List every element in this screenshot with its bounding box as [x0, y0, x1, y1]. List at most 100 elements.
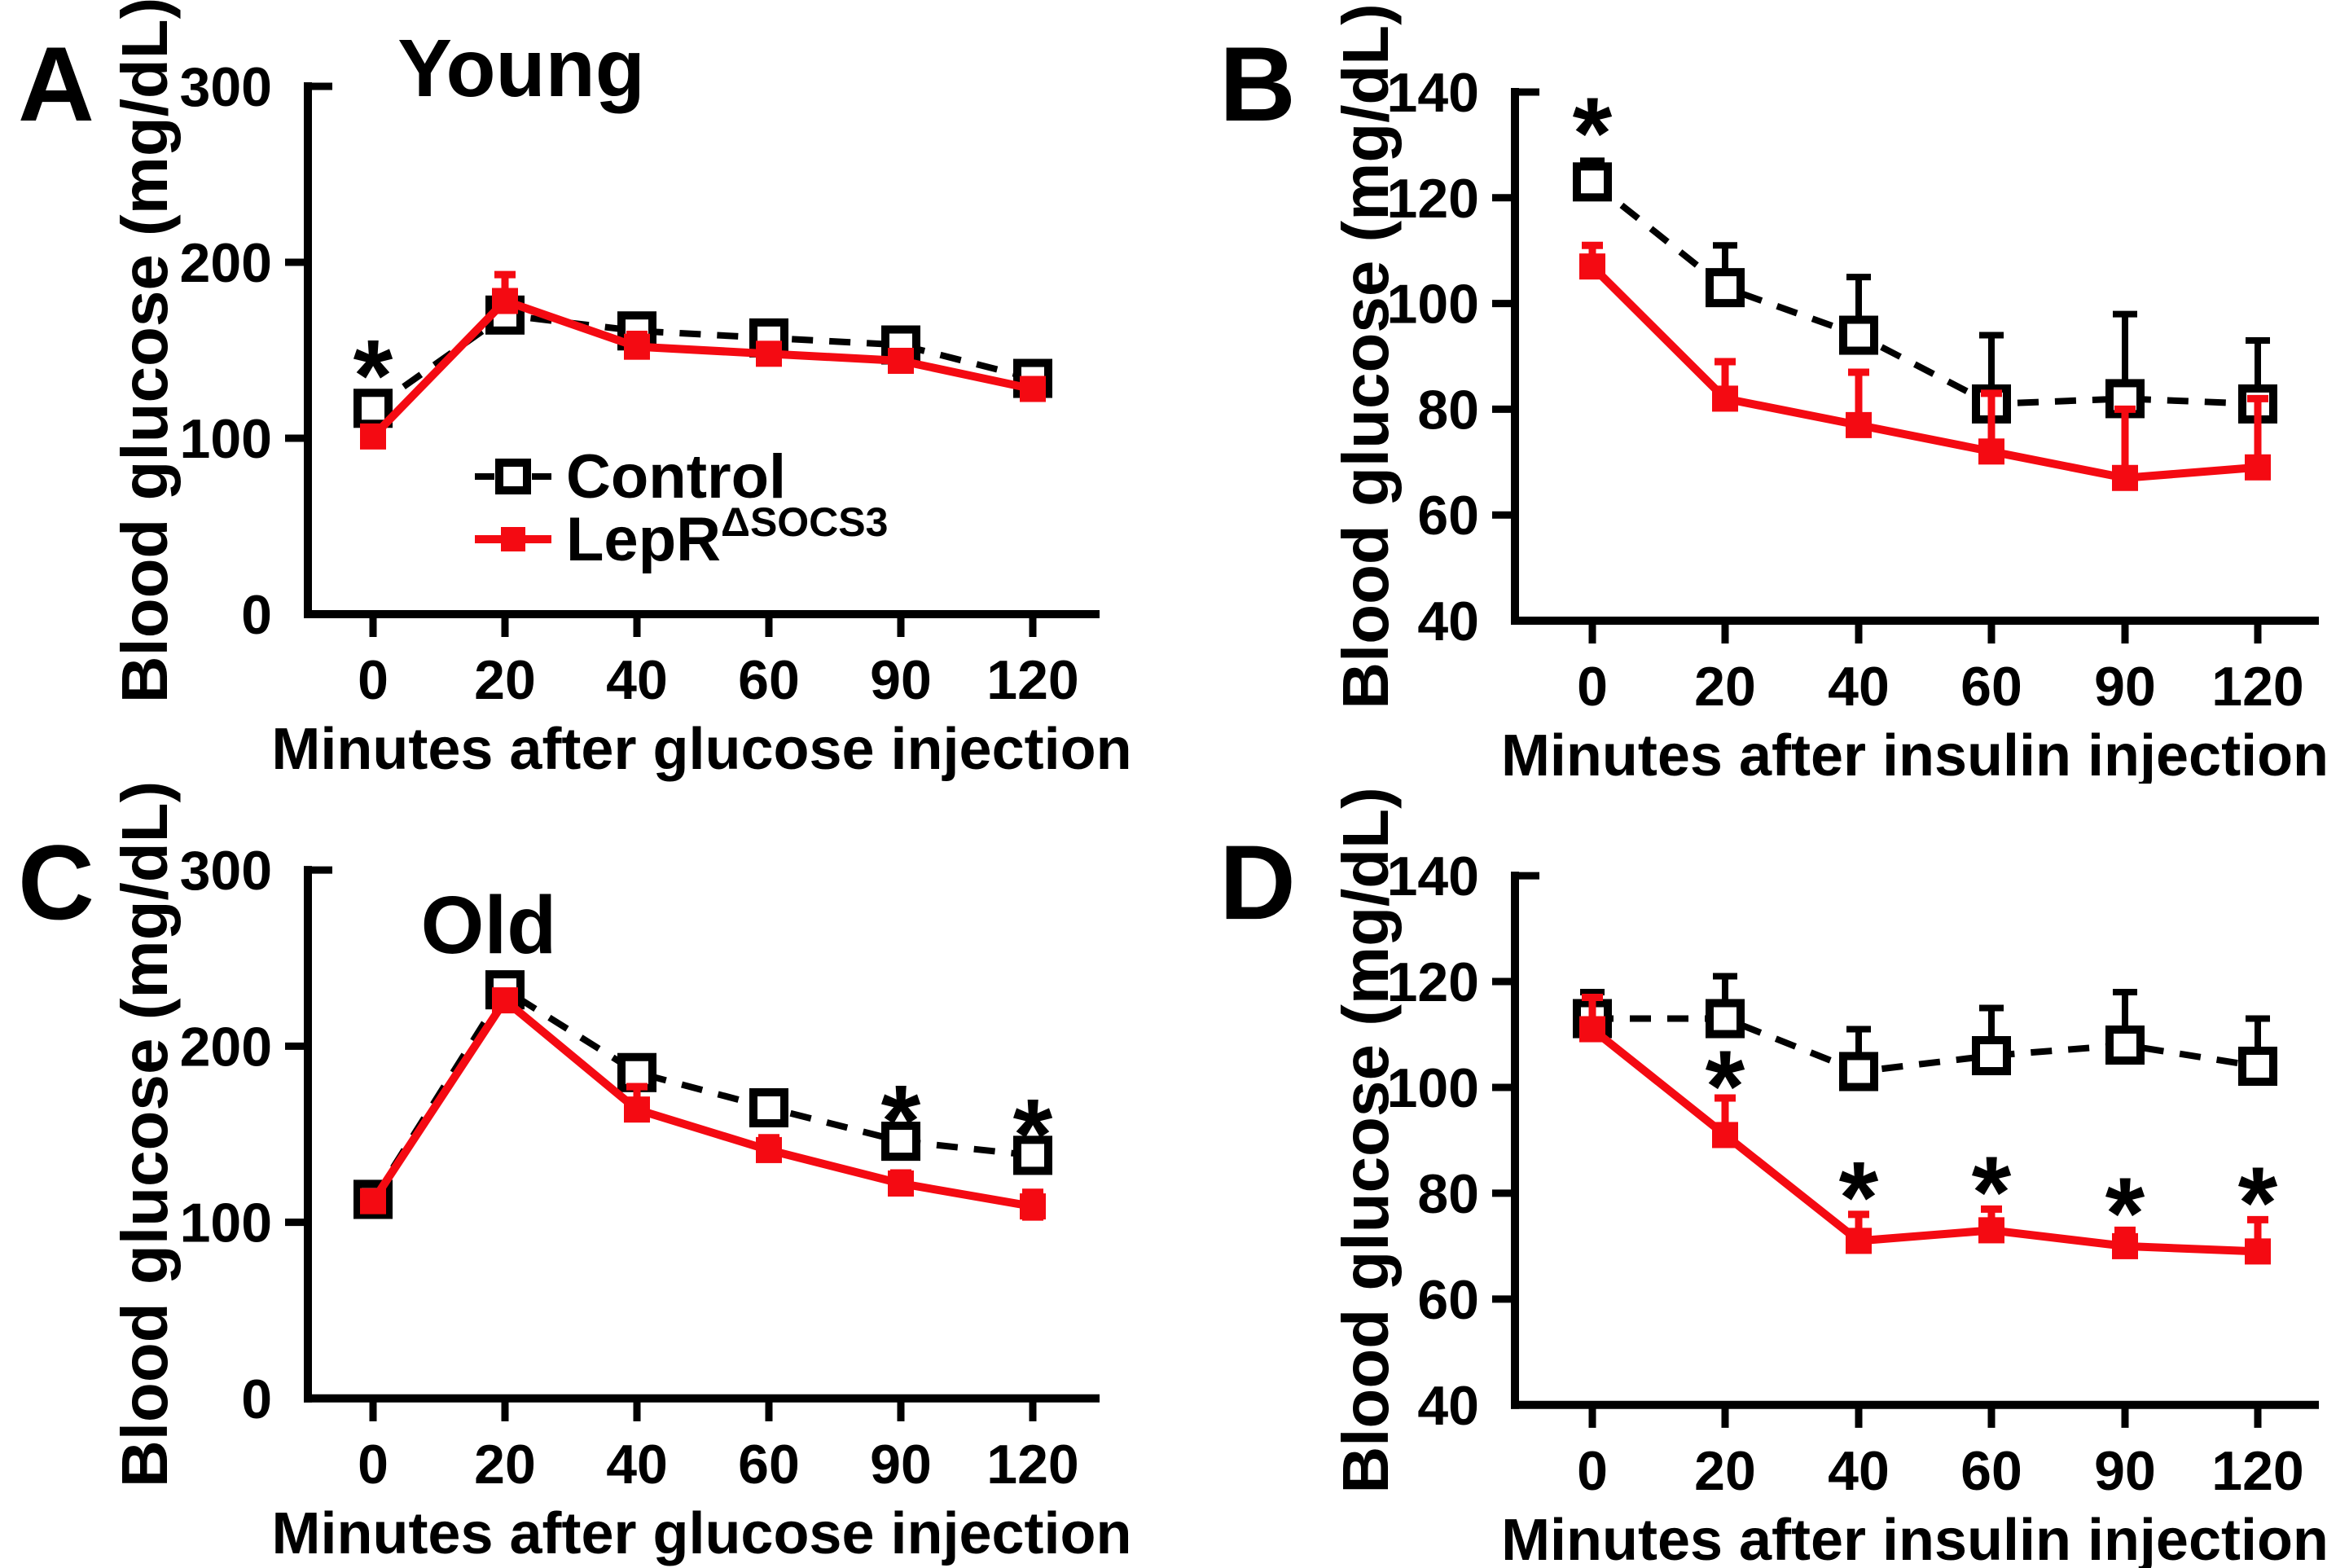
x-tick-label: 0: [1577, 656, 1608, 718]
error-bars-control: [1580, 973, 2270, 1072]
x-tick-label: 60: [1960, 656, 2022, 718]
filled-square-marker: [756, 1136, 782, 1163]
panel-letter: D: [1219, 823, 1296, 942]
series-line-control: [370, 985, 1034, 1201]
significance-marks: * *: [881, 1064, 1053, 1192]
y-tick-label: 200: [180, 1016, 272, 1078]
series-line-lepr: [1589, 263, 2259, 482]
y-tick-label: 100: [1387, 274, 1479, 336]
x-tick-label: 90: [2094, 1440, 2156, 1502]
x-axis-title: Minutes after glucose injection: [271, 717, 1131, 782]
filled-square-marker: [360, 1188, 386, 1214]
filled-square-marker: [1978, 1217, 2004, 1244]
filled-square-marker: [492, 288, 518, 314]
y-tick-label: 60: [1417, 1269, 1479, 1331]
x-tick-label: 40: [606, 649, 668, 711]
open-square-marker: [749, 1087, 788, 1128]
series-control: [1573, 157, 2277, 424]
legend-label-superscript: ΔSOCS3: [721, 499, 888, 545]
markers-control: [353, 970, 1052, 1219]
x-tick-label: 60: [1960, 1440, 2022, 1502]
filled-square-marker: [1712, 385, 1738, 412]
y-tick-label: 100: [1387, 1057, 1479, 1119]
panel-c: 0 100 200 300 0 20 40 60 90 120 Minutes after gluc…: [0, 784, 1174, 1568]
series-control: [1573, 973, 2277, 1091]
legend-label: Control: [566, 442, 786, 512]
y-tick-labels: 40 60 80 100 120 140: [1387, 62, 1479, 652]
series-control: [353, 970, 1052, 1219]
legend-item-lepr: LepRΔSOCS3: [475, 499, 888, 574]
filled-square-marker: [2112, 1232, 2138, 1259]
y-tick-label: 60: [1417, 485, 1479, 547]
x-tick-labels: 0 20 40 60 90 120: [358, 1434, 1079, 1496]
y-tick-labels: 0 100 200 300: [180, 56, 272, 646]
y-tick-label: 80: [1417, 1163, 1479, 1225]
series-line-control: [1590, 179, 2259, 407]
y-axis-title: Blood glucose (mg/dL): [1329, 3, 1402, 709]
filled-square-marker: [1978, 438, 2004, 465]
markers-lepr: [1579, 253, 2271, 491]
y-tick-label: 140: [1387, 62, 1479, 124]
x-tick-label: 0: [358, 649, 389, 711]
y-axis-title: Blood glucose (mg/dL): [1329, 787, 1402, 1493]
significance-marks: * * * * *: [1706, 1030, 2278, 1271]
filled-square-marker: [2245, 454, 2271, 481]
open-square-marker: [1013, 1135, 1052, 1175]
markers-lepr: [360, 987, 1046, 1220]
x-tick-label: 0: [358, 1434, 389, 1496]
significance-asterisk: *: [1839, 1140, 1879, 1254]
series-line-lepr: [1589, 1026, 2259, 1256]
filled-square-marker: [1020, 1193, 1046, 1220]
y-tick-label: 80: [1417, 379, 1479, 441]
significance-marks: *: [353, 319, 393, 433]
tick-marks: [285, 866, 1037, 1421]
x-tick-label: 60: [738, 649, 800, 711]
tick-marks: [285, 82, 1037, 637]
filled-square-marker: [1712, 1122, 1738, 1149]
y-tick-label: 300: [180, 56, 272, 118]
series-line-lepr: [369, 994, 1034, 1211]
series-lepr: [1579, 241, 2271, 491]
panel-title: Young: [397, 23, 645, 114]
y-axis-title: Blood glucose (mg/dL): [108, 784, 181, 1487]
y-tick-label: 200: [180, 232, 272, 294]
panel-b: 40 60 80 100 120 140 0 20 40 60 90 120 Minutes after…: [1174, 0, 2349, 784]
x-tick-label: 120: [986, 1434, 1078, 1496]
x-tick-label: 20: [1694, 1440, 1756, 1502]
filled-square-marker: [1846, 411, 1872, 438]
filled-square-marker: [360, 423, 386, 450]
significance-marks: *: [1573, 77, 1613, 191]
markers-control: [353, 295, 1052, 428]
x-axis-title: Minutes after insulin injection: [1501, 723, 2329, 784]
axes: [304, 82, 1100, 618]
y-axis-title: Blood glucose (mg/dL): [108, 0, 181, 703]
y-tick-labels: 40 60 80 100 120 140: [1387, 845, 1479, 1437]
panel-title: Old: [421, 880, 557, 971]
x-tick-label: 0: [1577, 1440, 1608, 1502]
significance-asterisk: *: [2238, 1146, 2278, 1260]
panel-a: 0 100 200 300 0 20 40 60 90 120 Minutes after gluc…: [0, 0, 1174, 784]
filled-square-marker: [2245, 1238, 2271, 1265]
error-bars-lepr: [1582, 994, 2268, 1252]
x-tick-label: 120: [986, 649, 1078, 711]
significance-asterisk: *: [881, 1064, 921, 1178]
open-square-marker: [1839, 315, 1878, 355]
x-axis-title: Minutes after glucose injection: [272, 1501, 1132, 1566]
axes: [1511, 88, 2319, 625]
series-lepr: [1579, 994, 2271, 1265]
x-tick-labels: 0 20 40 60 90 120: [1577, 1440, 2304, 1502]
error-bars-control: [493, 974, 1045, 1156]
open-square-marker: [1972, 1035, 2011, 1076]
filled-square-marker: [2112, 464, 2138, 491]
panel-d: 40 60 80 100 120 140 0 20 40 60 90 120 Minutes after…: [1174, 784, 2349, 1568]
filled-square-marker: [1020, 376, 1046, 402]
open-square-marker: [881, 1122, 920, 1162]
open-square-marker: [1573, 162, 1612, 202]
filled-square-marker: [1579, 1016, 1605, 1043]
open-square-marker: [1706, 999, 1745, 1039]
x-tick-label: 60: [738, 1434, 800, 1496]
x-tick-label: 20: [474, 1434, 536, 1496]
